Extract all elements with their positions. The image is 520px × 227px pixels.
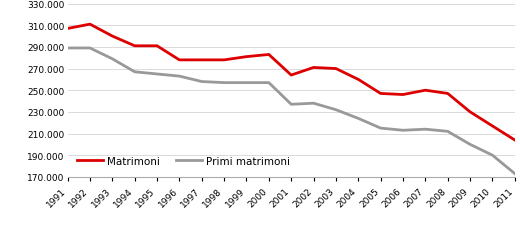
Primi matrimoni xyxy=(132,71,138,74)
Matrimoni xyxy=(378,93,384,95)
Primi matrimoni xyxy=(154,73,160,76)
Primi matrimoni xyxy=(288,104,294,106)
Matrimoni xyxy=(400,94,406,96)
Line: Primi matrimoni: Primi matrimoni xyxy=(68,49,515,174)
Matrimoni xyxy=(445,93,451,95)
Line: Matrimoni: Matrimoni xyxy=(68,25,515,140)
Matrimoni xyxy=(310,67,317,69)
Primi matrimoni xyxy=(176,75,183,78)
Matrimoni xyxy=(355,79,361,81)
Primi matrimoni xyxy=(467,143,473,146)
Primi matrimoni xyxy=(422,128,428,131)
Primi matrimoni xyxy=(378,127,384,130)
Primi matrimoni xyxy=(221,82,227,85)
Primi matrimoni xyxy=(199,81,205,84)
Matrimoni xyxy=(221,59,227,62)
Primi matrimoni xyxy=(355,117,361,120)
Primi matrimoni xyxy=(310,102,317,105)
Primi matrimoni xyxy=(512,173,518,175)
Primi matrimoni xyxy=(109,58,115,61)
Matrimoni xyxy=(132,45,138,48)
Matrimoni xyxy=(243,56,250,59)
Matrimoni xyxy=(512,139,518,142)
Matrimoni xyxy=(87,24,93,26)
Legend: Matrimoni, Primi matrimoni: Matrimoni, Primi matrimoni xyxy=(73,152,294,170)
Matrimoni xyxy=(176,59,183,62)
Matrimoni xyxy=(467,111,473,114)
Matrimoni xyxy=(266,54,272,57)
Matrimoni xyxy=(64,28,71,31)
Matrimoni xyxy=(154,45,160,48)
Primi matrimoni xyxy=(87,47,93,50)
Matrimoni xyxy=(333,68,339,71)
Matrimoni xyxy=(109,35,115,38)
Matrimoni xyxy=(489,125,496,128)
Primi matrimoni xyxy=(266,82,272,85)
Primi matrimoni xyxy=(489,154,496,157)
Primi matrimoni xyxy=(243,82,250,85)
Primi matrimoni xyxy=(445,130,451,133)
Matrimoni xyxy=(288,74,294,77)
Matrimoni xyxy=(199,59,205,62)
Primi matrimoni xyxy=(64,47,71,50)
Matrimoni xyxy=(422,89,428,92)
Primi matrimoni xyxy=(400,129,406,132)
Primi matrimoni xyxy=(333,109,339,111)
